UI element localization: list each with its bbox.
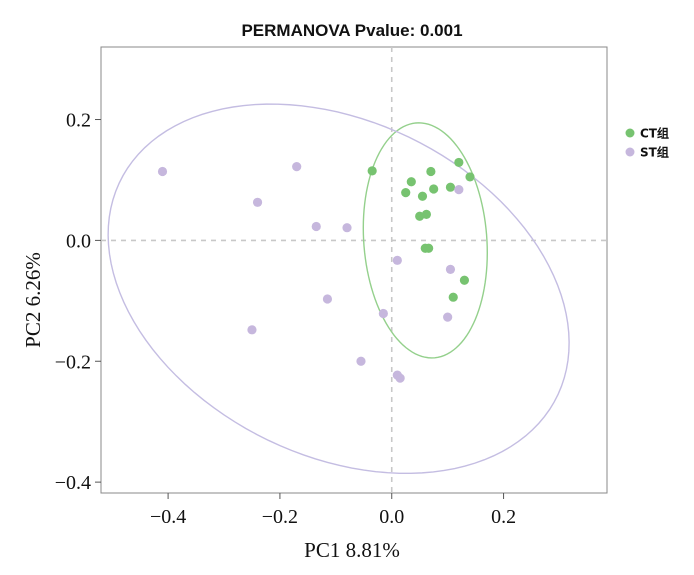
y-tick-label: −0.4: [55, 472, 91, 494]
data-point-series-1: [448, 292, 458, 302]
x-tick-label: 0.2: [491, 506, 516, 528]
data-point-series-1: [401, 188, 411, 198]
data-point-series-2: [445, 264, 456, 274]
legend-marker-series-1: [625, 128, 635, 138]
y-tick-label: 0.2: [66, 110, 91, 132]
y-tick-label: 0.0: [66, 230, 91, 252]
data-point-series-1: [426, 166, 436, 177]
legend: CT组 ST组: [625, 126, 669, 160]
axis-ticks: −0.4 −0.2 0.0 0.2 0.2 0.0 −0.2 −0.4: [55, 110, 516, 528]
data-point-series-1: [406, 177, 416, 187]
x-tick-label: −0.4: [150, 506, 186, 528]
data-point-series-2: [395, 373, 405, 383]
data-point-series-1: [429, 184, 439, 194]
data-point-series-2: [378, 308, 388, 319]
data-point-series-1: [367, 166, 377, 176]
data-point-series-2: [322, 294, 333, 304]
x-axis-label: PC1 8.81%: [304, 538, 400, 562]
legend-label-series-1: CT组: [640, 126, 669, 141]
data-point-series-2: [454, 185, 464, 195]
data-point-series-2: [252, 197, 263, 207]
y-axis-label: PC2 6.26%: [21, 252, 45, 348]
chart-title: PERMANOVA Pvalue: 0.001: [241, 21, 462, 40]
data-point-series-1: [465, 172, 475, 182]
data-point-series-2: [311, 221, 321, 232]
plot-frame: [100, 46, 608, 494]
confidence-ellipse-2: [107, 103, 570, 475]
legend-label-series-2: ST组: [640, 145, 669, 160]
data-point-series-1: [445, 182, 456, 192]
plot-area: [100, 46, 608, 494]
data-point-series-2: [292, 162, 302, 172]
x-tick-label: −0.2: [262, 506, 298, 528]
data-point-series-2: [356, 356, 366, 366]
data-point-series-2: [443, 312, 453, 322]
legend-marker-series-2: [625, 147, 635, 157]
data-point-series-1: [424, 243, 434, 253]
data-point-series-1: [417, 191, 428, 201]
y-tick-label: −0.2: [55, 351, 91, 373]
data-point-series-1: [454, 157, 464, 168]
data-point-series-1: [459, 275, 470, 285]
data-point-series-2: [157, 166, 168, 177]
data-point-series-2: [392, 255, 402, 265]
data-point-series-2: [342, 223, 352, 233]
data-point-series-1: [421, 209, 432, 220]
data-point-series-2: [247, 325, 257, 335]
x-tick-label: 0.0: [379, 506, 404, 528]
